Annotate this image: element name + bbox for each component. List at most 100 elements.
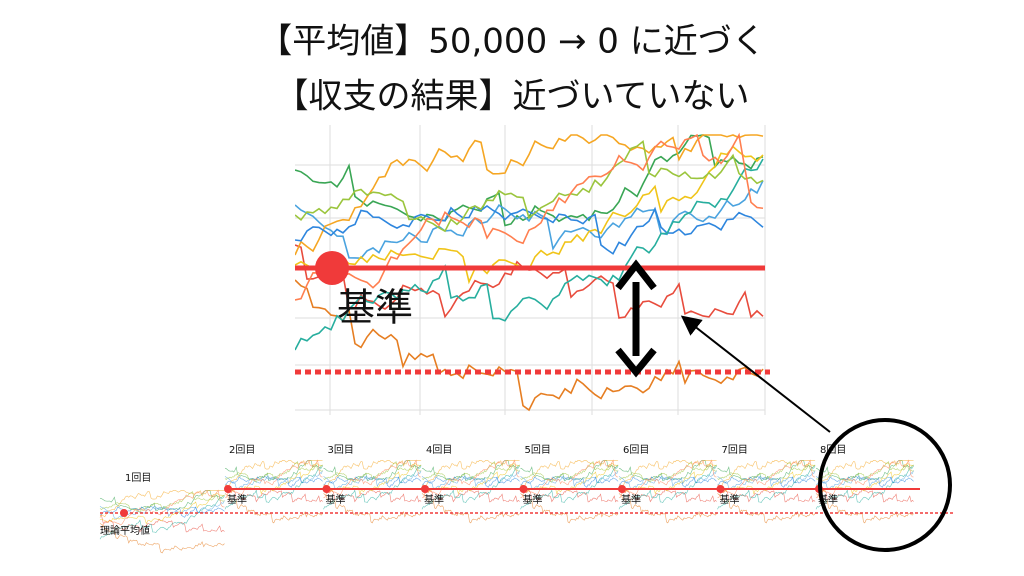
thumb-label: 4回目: [426, 444, 452, 456]
thumb-walk: [323, 493, 422, 524]
thumb-walk: [618, 493, 717, 524]
thumb-walk: [815, 493, 914, 524]
thumb-walk: [99, 500, 225, 519]
thumb-walk: [520, 470, 619, 489]
thumb-walk: [224, 493, 323, 524]
thumb-walk: [815, 462, 914, 495]
thumb-baseline-label: 基準: [621, 493, 641, 506]
thumb-walk: [323, 475, 422, 488]
thumb-label: 3回目: [328, 444, 354, 456]
thumb-walk: [520, 465, 619, 510]
thumb-walk: [520, 459, 619, 499]
thumb-walk: [815, 459, 914, 499]
thumb-dot: [120, 509, 128, 517]
thumb-walk: [421, 461, 520, 483]
thumb-walk: [815, 470, 914, 489]
thumb-note: 理論平均値: [100, 524, 150, 537]
thumb-walk: [717, 470, 816, 489]
thumb-walk: [618, 470, 717, 489]
walk-line: [295, 180, 764, 259]
walk-line: [295, 140, 764, 233]
walk-line: [295, 279, 764, 412]
thumb-baseline-label: 基準: [227, 493, 247, 506]
thumb-walk: [323, 459, 422, 499]
thumb-walk: [224, 461, 323, 483]
thumb-walk: [421, 475, 520, 488]
thumb-walk: [323, 461, 422, 483]
thumb-label: 2回目: [229, 444, 255, 456]
thumb-walk: [99, 505, 225, 518]
thumb-walk: [323, 465, 422, 510]
thumb-walk: [717, 462, 816, 495]
thumb-walk: [815, 465, 914, 510]
double-arrow: [615, 259, 657, 378]
thumb-walk: [421, 459, 520, 499]
thumb-walk: [717, 475, 816, 488]
thumb-walk: [618, 465, 717, 510]
thumb-walk: [815, 459, 914, 488]
walk-line: [295, 132, 764, 301]
thumb-walk: [99, 491, 225, 513]
thumb-walk: [618, 459, 717, 499]
walk-line: [295, 145, 764, 285]
walk-line: [295, 158, 764, 351]
thumb-walk: [99, 489, 225, 529]
thumb-walk: [618, 475, 717, 488]
thumb-walk: [618, 461, 717, 483]
thumb-walk: [323, 459, 422, 488]
thumb-baseline-label: 基準: [523, 493, 543, 506]
thumb-walk: [323, 470, 422, 489]
thumb-walk: [421, 465, 520, 510]
thumb-walk: [717, 459, 816, 499]
thumb-walk: [99, 523, 225, 554]
thumb-walk: [224, 462, 323, 495]
thumb-walk: [717, 493, 816, 524]
thumb-walk: [421, 470, 520, 489]
thumb-walk: [520, 493, 619, 524]
baseline-dot: [315, 251, 349, 285]
thumb-walk: [618, 462, 717, 495]
thumb-walk: [520, 475, 619, 488]
walk-line: [295, 134, 764, 256]
thumb-walk: [618, 459, 717, 488]
thumb-walk: [421, 459, 520, 488]
thumb-baseline-label: 基準: [326, 493, 346, 506]
thumb-walk: [224, 470, 323, 489]
thumb-walk: [224, 465, 323, 510]
baseline-label: 基準: [337, 286, 413, 330]
thumb-label: 5回目: [525, 444, 551, 456]
thumb-walk: [99, 489, 225, 518]
thumb-walk: [224, 459, 323, 499]
thumb-label: 1回目: [125, 472, 151, 484]
title-line1: 【平均値】50,000 → 0 に近づく: [258, 22, 766, 62]
thumb-walk: [99, 492, 225, 525]
thumb-walk: [421, 462, 520, 495]
thumb-baseline-label: 基準: [720, 493, 740, 506]
thumb-label: 7回目: [722, 444, 748, 456]
thumb-walk: [815, 475, 914, 488]
thumb-walk: [99, 495, 225, 540]
thumb-walk: [520, 459, 619, 488]
thumb-walk: [421, 493, 520, 524]
thumb-label: 6回目: [623, 444, 649, 456]
thumb-walk: [323, 462, 422, 495]
title-line2: 【収支の結果】近づいていない: [275, 77, 750, 117]
thumbnails: 1回目理論平均値2回目基準3回目基準4回目基準5回目基準6回目基準7回目基準8回…: [99, 444, 914, 554]
walk-line: [295, 204, 764, 255]
pointer-arrow: [680, 315, 831, 433]
thumb-walk: [224, 475, 323, 488]
highlight-circle: [818, 418, 952, 552]
thumb-walk: [224, 459, 323, 488]
thumb-baseline-label: 基準: [424, 493, 444, 506]
thumb-walk: [717, 461, 816, 483]
thumb-walk: [717, 459, 816, 488]
